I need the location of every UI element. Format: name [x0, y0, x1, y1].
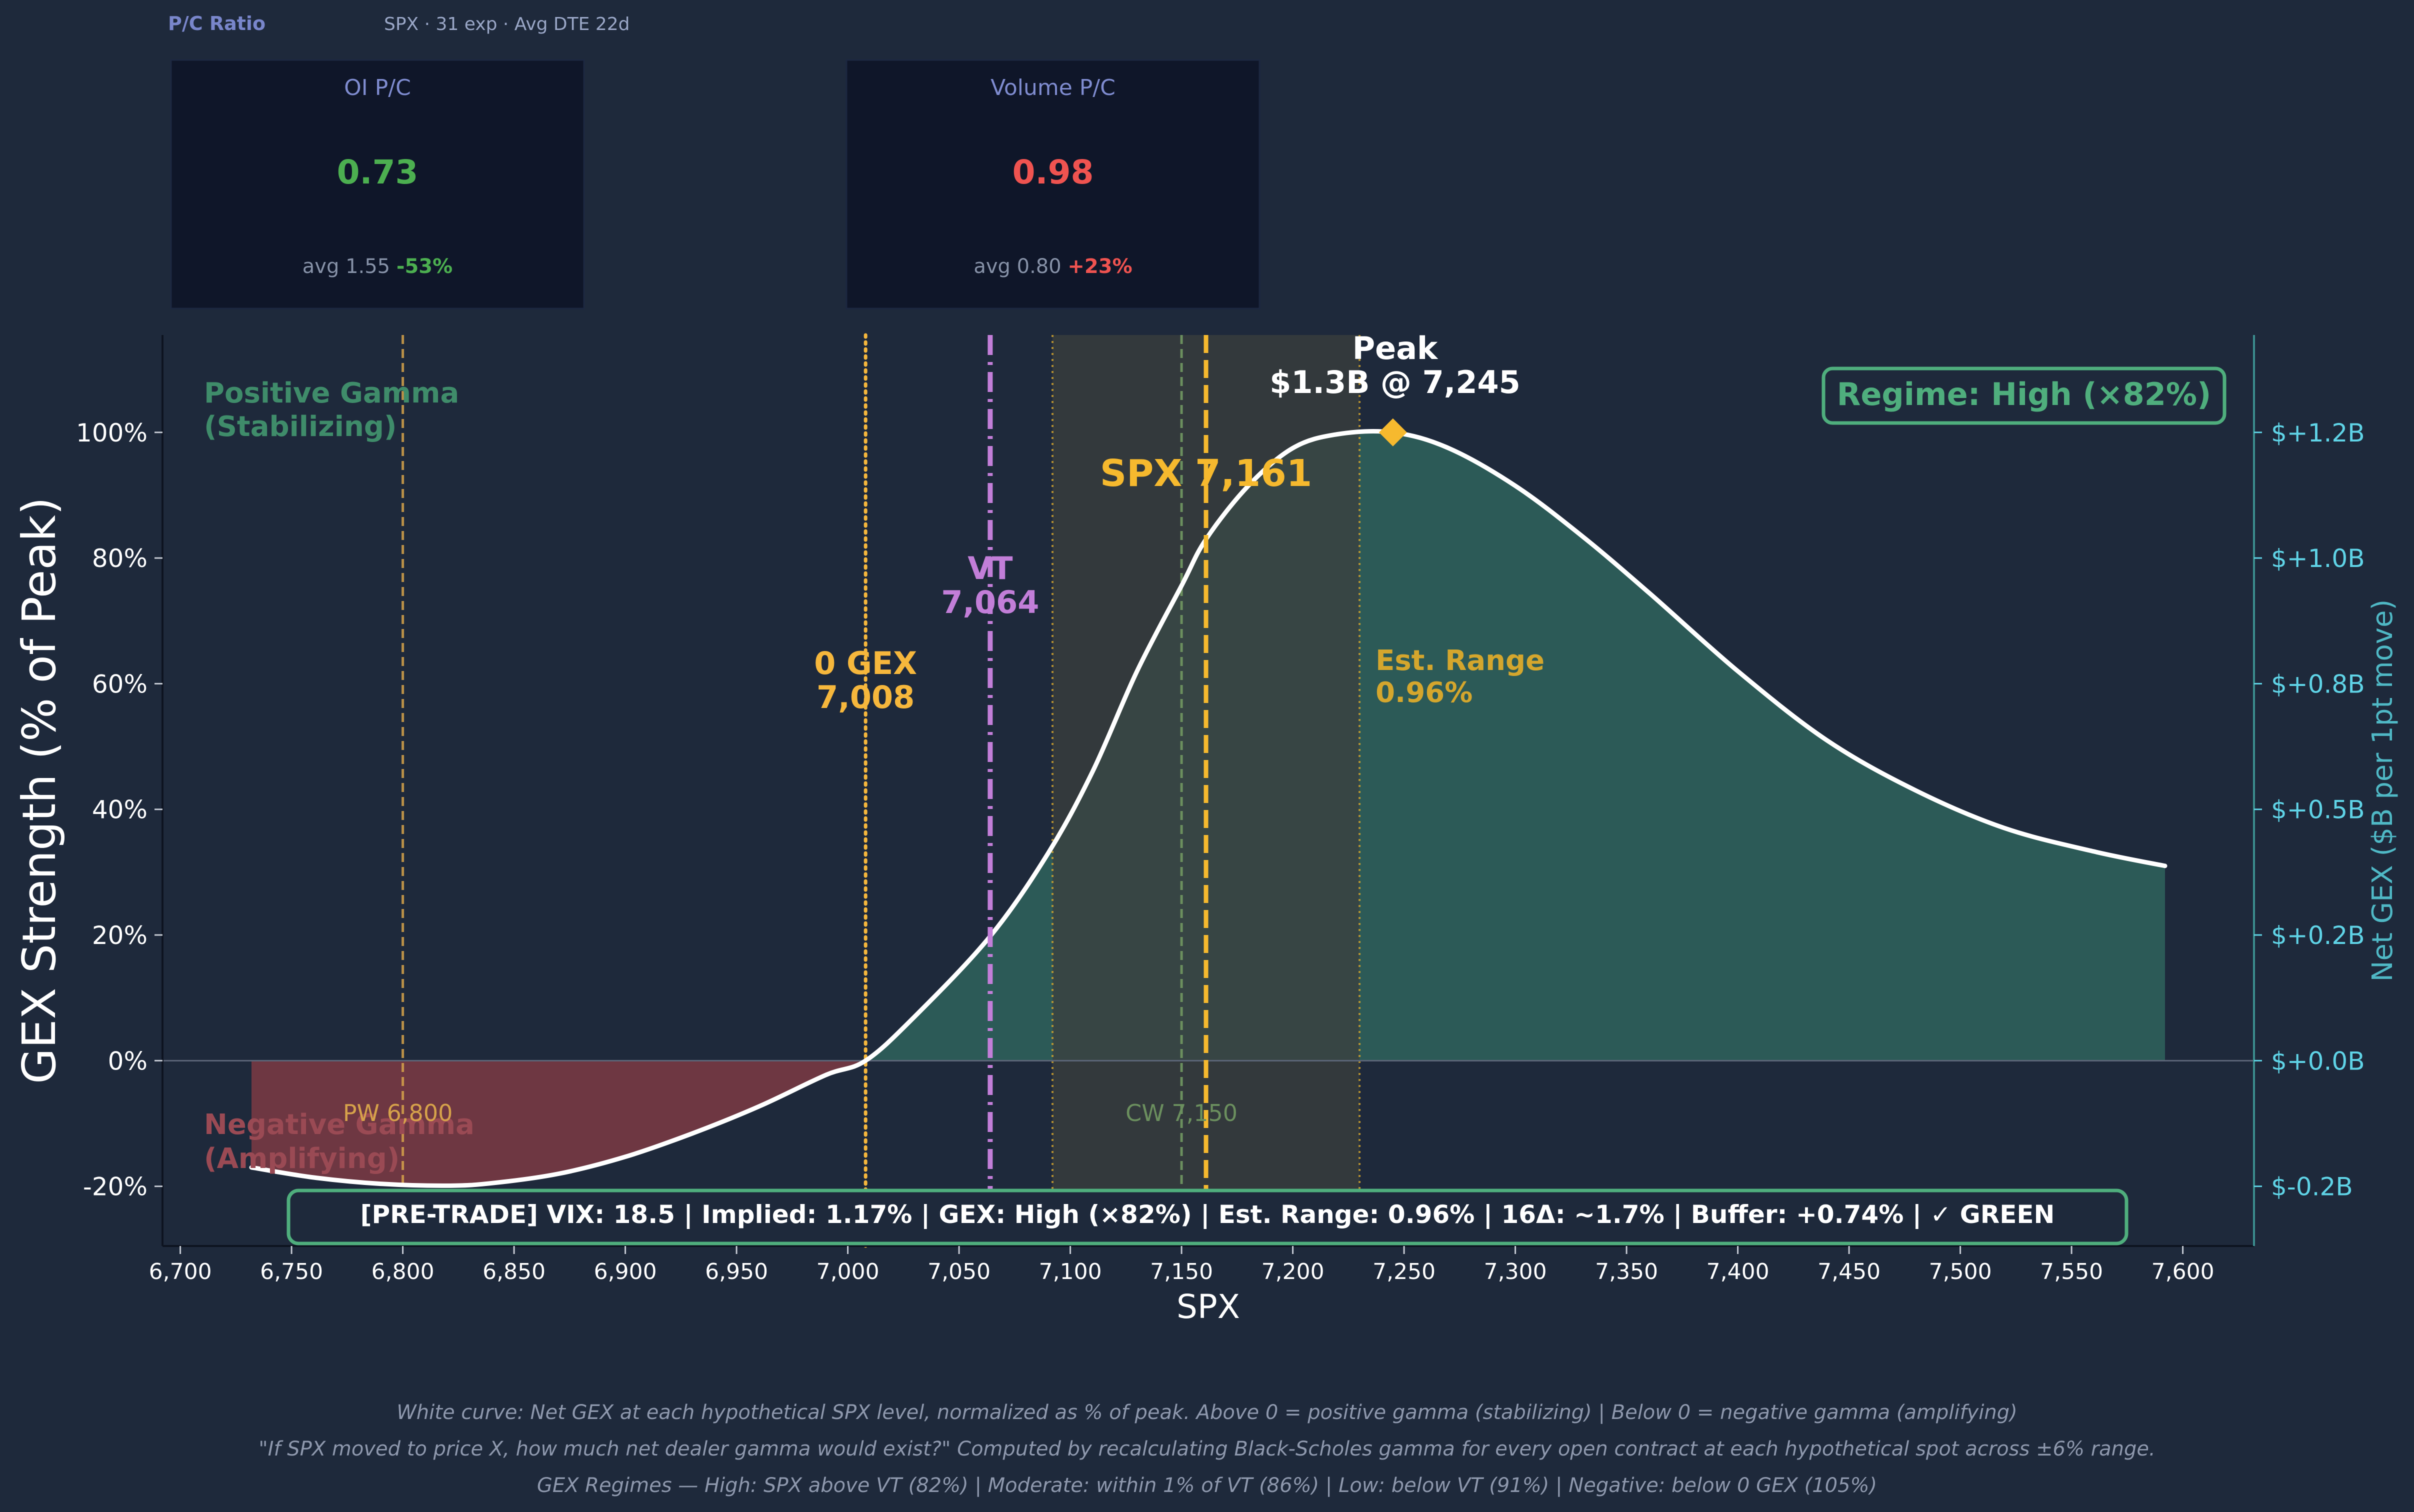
oi-pc-avg-text: avg 1.55 [302, 255, 390, 278]
y2-tick-label: $+1.2B [2271, 418, 2365, 448]
est-range-label: 0.96% [1376, 676, 1472, 709]
x-tick-label: 7,100 [1039, 1259, 1102, 1284]
y2-tick-label: $+0.0B [2271, 1046, 2365, 1076]
header-title: P/C Ratio [168, 12, 266, 34]
x-tick-label: 7,250 [1372, 1259, 1436, 1284]
y2-tick-label: $+0.8B [2271, 670, 2365, 698]
x-tick-label: 7,350 [1595, 1259, 1658, 1284]
y-tick-label: 100% [76, 418, 148, 448]
y-tick-label: 40% [92, 796, 148, 824]
regime-label: Regime: High (×82%) [1837, 376, 2212, 412]
x-tick-label: 7,200 [1262, 1259, 1324, 1284]
gex-chart: 6,700 6,750 6,800 6,850 6,900 6,950 7,000 7,050… [12, 330, 2399, 1326]
zero-gex-label: 7,008 [816, 679, 914, 716]
spx-level-label: SPX 7,161 [1100, 452, 1312, 495]
status-bar-box [286, 1188, 2128, 1246]
x-tick-label: 6,750 [260, 1259, 323, 1284]
negative-gamma-area [252, 1060, 866, 1186]
x-tick-label: 7,050 [928, 1259, 990, 1284]
x-tick-label: 7,550 [2040, 1259, 2103, 1284]
oi-pc-change: -53% [396, 255, 452, 278]
x-tick-label: 7,300 [1484, 1259, 1547, 1284]
x-tick-label: 7,600 [2152, 1259, 2214, 1284]
est-range-label: Est. Range [1376, 644, 1544, 677]
x-tick-label: 6,900 [594, 1259, 657, 1284]
volume-pc-title: Volume P/C [990, 75, 1116, 100]
positive-gamma-label: Positive Gamma [204, 377, 459, 410]
oi-pc-card: OI P/C 0.73 avg 1.55 -53% [170, 59, 585, 310]
peak-marker [1378, 418, 1407, 446]
vt-label: VT [968, 550, 1012, 586]
y2-tick-label: $-0.2B [2271, 1172, 2353, 1202]
negative-gamma-label: Negative Gamma [204, 1108, 474, 1141]
footer-line-2: "If SPX moved to price X, how much net d… [258, 1438, 2155, 1460]
x-tick-label: 7,150 [1150, 1259, 1213, 1284]
x-tick-label: 6,700 [149, 1259, 212, 1284]
y-tick-label: 80% [92, 544, 148, 573]
pw-level-label: PW 6,800 [343, 1100, 453, 1126]
oi-pc-avg: avg 1.55 -53% [302, 255, 452, 278]
y-tick-label: -20% [83, 1172, 148, 1202]
volume-pc-card: Volume P/C 0.98 avg 0.80 +23% [846, 59, 1260, 310]
header-subtitle: SPX · 31 exp · Avg DTE 22d [384, 14, 630, 34]
x-tick-label: 6,800 [372, 1259, 434, 1284]
positive-gamma-label: (Stabilizing) [204, 410, 397, 443]
cw-level-label: CW 7,150 [1126, 1100, 1238, 1126]
y2-tick-label: $+1.0B [2271, 544, 2365, 573]
negative-gamma-label: (Amplifying) [204, 1142, 400, 1175]
y-axis-label: GEX Strength (% of Peak) [12, 497, 66, 1084]
x-axis-label: SPX [1176, 1288, 1240, 1326]
volume-pc-value: 0.98 [1012, 153, 1094, 192]
y-tick-label: 20% [92, 921, 148, 950]
volume-pc-change: +23% [1068, 255, 1132, 278]
vt-label: 7,064 [941, 584, 1039, 620]
footer-line-3: GEX Regimes — High: SPX above VT (82%) |… [537, 1474, 1877, 1497]
x-tick-label: 6,950 [705, 1259, 768, 1284]
oi-pc-value: 0.73 [337, 153, 418, 192]
x-tick-label: 7,000 [816, 1259, 880, 1284]
x-tick-label: 7,400 [1706, 1259, 1770, 1284]
volume-pc-avg: avg 0.80 +23% [974, 255, 1132, 278]
x-tick-label: 7,500 [1929, 1259, 1992, 1284]
zero-gex-label: 0 GEX [814, 645, 917, 682]
y-tick-label: 0% [108, 1046, 148, 1076]
regime-box [1822, 366, 2226, 425]
footer-line-1: White curve: Net GEX at each hypothetica… [396, 1401, 2017, 1424]
y2-axis-label: Net GEX ($B per 1pt move) [2366, 600, 2399, 982]
x-tick-label: 7,450 [1818, 1259, 1880, 1284]
gex-curve [249, 429, 2168, 1188]
y2-tick-label: $+0.5B [2271, 796, 2365, 824]
peak-label: Peak [1352, 330, 1438, 366]
volume-pc-avg-text: avg 0.80 [974, 255, 1061, 278]
y-tick-label: 60% [92, 670, 148, 698]
peak-label: $1.3B @ 7,245 [1270, 364, 1520, 400]
x-tick-label: 6,850 [482, 1259, 546, 1284]
status-bar-text: [PRE-TRADE] VIX: 18.5 | Implied: 1.17% |… [360, 1200, 2055, 1229]
oi-pc-title: OI P/C [344, 75, 411, 100]
y2-tick-label: $+0.2B [2271, 921, 2365, 950]
